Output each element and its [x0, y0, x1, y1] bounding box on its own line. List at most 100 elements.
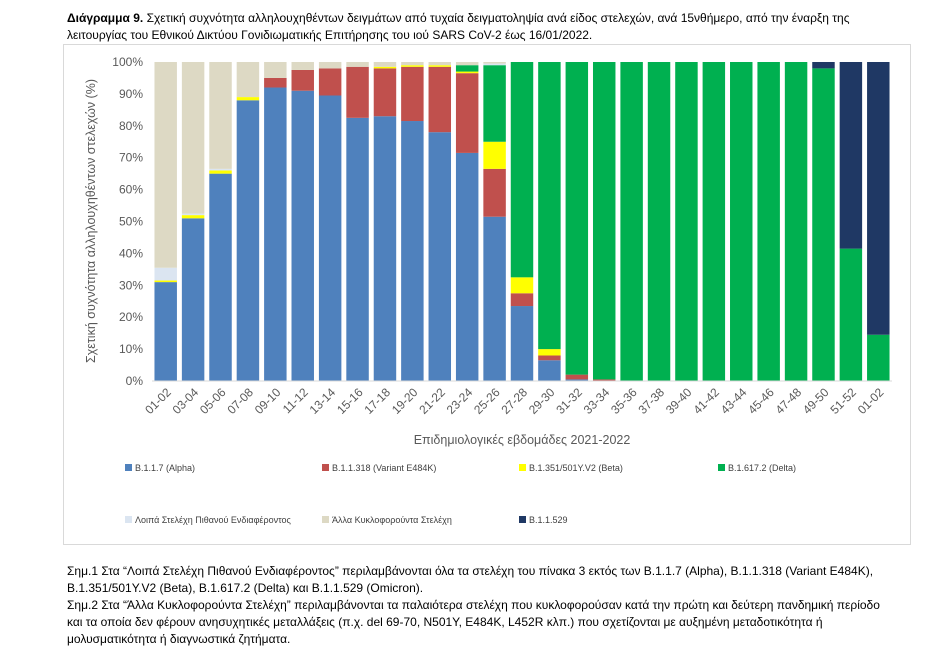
bar-segment	[181, 213, 205, 216]
x-tick-label: 11-12	[280, 385, 311, 416]
x-tick-label: 37-38	[636, 385, 668, 417]
bar-segment	[318, 68, 342, 96]
bar-segment	[236, 97, 260, 101]
bar-segment	[784, 62, 808, 381]
bar-segment	[538, 349, 561, 356]
x-tick-label: 03-04	[170, 385, 202, 417]
bar-segment	[592, 379, 616, 381]
y-tick-label: 90%	[119, 87, 143, 101]
bar-segment	[483, 216, 506, 381]
bar-segment	[730, 62, 753, 381]
bar-segment	[839, 248, 863, 381]
x-tick-label: 07-08	[224, 385, 256, 417]
legend-swatch	[322, 516, 329, 523]
bar-segment	[647, 62, 671, 381]
bar-segment	[373, 116, 397, 381]
bar-segment	[373, 66, 397, 69]
bar-segment	[483, 168, 506, 217]
x-tick-label: 43-44	[718, 385, 750, 417]
bar-segment	[291, 69, 314, 91]
bar-segment	[565, 374, 589, 380]
x-tick-label: 51-52	[827, 385, 859, 417]
y-axis-title: Σχετική συχνότητα αλληλουχηθέντων στελεχ…	[84, 79, 98, 363]
x-axis-title: Επιδημιολογικές εβδομάδες 2021-2022	[414, 433, 631, 447]
bar-segment	[538, 62, 561, 350]
legend-swatch	[322, 464, 329, 471]
legend-label: B.1.351/501Y.V2 (Beta)	[529, 463, 623, 473]
bar-segment	[455, 152, 479, 381]
y-tick-label: 50%	[119, 215, 143, 229]
x-tick-label: 49-50	[800, 385, 832, 417]
y-tick-label: 40%	[119, 246, 143, 260]
legend: B.1.1.7 (Alpha) B.1.1.318 (Variant E484K)…	[125, 463, 796, 525]
bar-segment	[373, 62, 397, 67]
y-tick-label: 0%	[126, 374, 144, 388]
x-tick-label: 27-28	[499, 385, 531, 417]
note-1: Σημ.1 Στα “Λοιπά Στελέχη Πιθανού Ενδιαφέ…	[67, 564, 874, 595]
x-tick-label: 01-02	[142, 385, 174, 417]
x-tick-label: 05-06	[197, 385, 229, 417]
bar-segment	[264, 77, 287, 88]
bar-segment	[373, 68, 397, 117]
bar-segment	[483, 63, 506, 66]
y-tick-label: 20%	[119, 310, 143, 324]
legend-label: Άλλα Κυκλοφορούντα Στελέχη	[332, 515, 452, 525]
x-tick-label: 13-14	[307, 385, 339, 417]
legend-label: Λοιπά Στελέχη Πιθανού Ενδιαφέροντος	[135, 515, 292, 525]
y-axis: 0% 10% 20% 30% 40% 50% 60% 70% 80% 90% 100%	[112, 55, 143, 388]
note-2: Σημ.2 Στα “Άλλα Κυκλοφορούντα Στελέχη” π…	[67, 598, 880, 646]
bar-segment	[455, 65, 479, 72]
bar-segment	[538, 355, 561, 361]
x-tick-label: 25-26	[471, 385, 503, 417]
bar-segment	[346, 66, 369, 118]
y-tick-label: 10%	[119, 342, 143, 356]
bar-segment	[154, 267, 177, 281]
caption-label: Διάγραμμα 9.	[67, 11, 144, 25]
bar-segment	[812, 68, 835, 381]
y-tick-label: 30%	[119, 278, 143, 292]
bar-segment	[318, 95, 342, 381]
x-tick-label: 21-22	[416, 385, 448, 417]
x-tick-label: 47-48	[773, 385, 805, 417]
bar-segment	[209, 168, 232, 171]
bar-segment	[181, 218, 205, 381]
bar-segment	[264, 87, 287, 381]
bar-segment	[565, 62, 589, 375]
legend-label: B.1.1.7 (Alpha)	[135, 463, 195, 473]
bar-segment	[181, 215, 205, 219]
stacked-bar-chart: 0%10%20%30%40%50%60%70%80%90%100% 01-020…	[84, 55, 892, 525]
bar-segment	[428, 132, 452, 381]
legend-swatch	[519, 516, 526, 523]
notes: Σημ.1 Στα “Λοιπά Στελέχη Πιθανού Ενδιαφέ…	[67, 563, 897, 648]
x-tick-label: 35-36	[608, 385, 640, 417]
bar-segment	[510, 62, 534, 278]
x-tick-label: 17-18	[362, 385, 394, 417]
bar-segment	[264, 62, 287, 78]
bar-segment	[483, 65, 506, 142]
bar-segment	[483, 141, 506, 169]
x-tick-label: 23-24	[444, 385, 476, 417]
y-tick-label: 70%	[119, 151, 143, 165]
bar-segment	[209, 173, 232, 381]
bar-segment	[209, 170, 232, 174]
bar-segment	[839, 62, 863, 249]
bar-segment	[291, 62, 314, 70]
x-tick-label: 31-32	[553, 385, 585, 417]
x-tick-label: 15-16	[334, 385, 366, 417]
bar-segment	[867, 334, 890, 381]
bar-segment	[455, 71, 479, 74]
bar-segment	[620, 62, 643, 381]
bar-segment	[455, 73, 479, 153]
legend-swatch	[519, 464, 526, 471]
legend-label: B.1.617.2 (Delta)	[728, 463, 796, 473]
bar-segment	[510, 306, 534, 381]
bar-segment	[592, 62, 616, 380]
bar-segment	[812, 62, 835, 69]
x-tick-label: 33-34	[581, 385, 613, 417]
bar-segment	[702, 62, 726, 381]
bar-segment	[209, 62, 232, 169]
x-tick-label: 19-20	[389, 385, 421, 417]
y-tick-label: 80%	[119, 119, 143, 133]
bar-segment	[538, 360, 561, 381]
bar-segment	[455, 62, 479, 66]
